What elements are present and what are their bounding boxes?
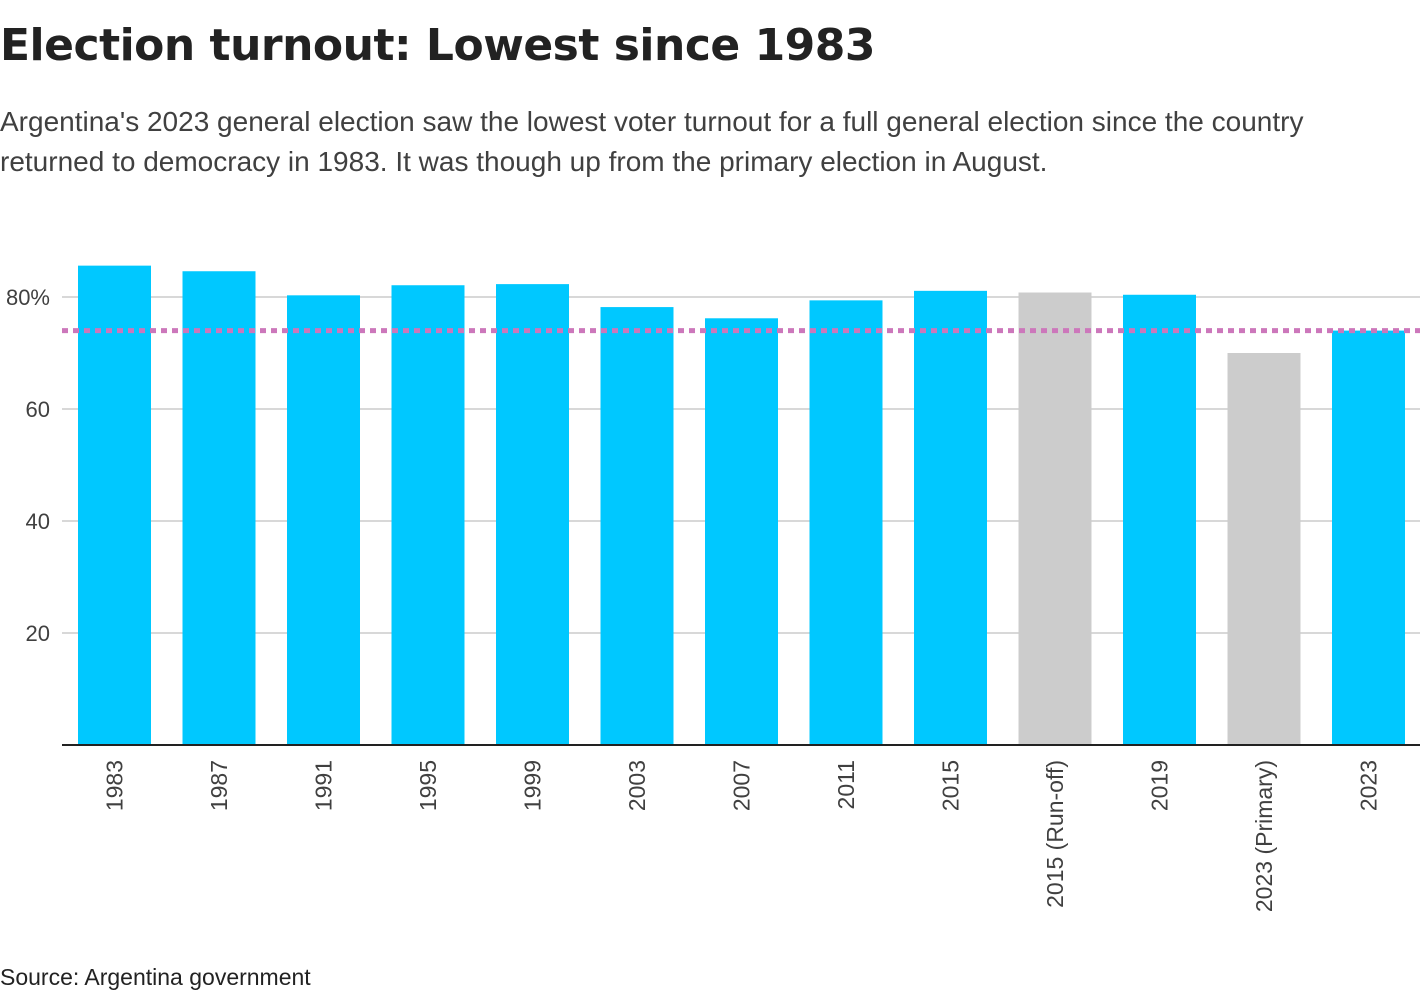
bar [600,307,674,745]
bar [1227,353,1301,745]
bars [78,265,1405,745]
x-tick-label: 2003 [624,760,650,811]
x-tick-label: 1991 [311,760,337,811]
bar [496,284,569,745]
y-tick-label: 60 [26,397,50,422]
bar [287,295,360,745]
x-tick-label: 1999 [520,760,546,811]
chart-subtitle: Argentina's 2023 general election saw th… [0,106,1304,177]
y-tick-label: 40 [26,509,50,534]
x-tick-label: 2023 [1356,760,1382,811]
x-tick-label: 2023 (Primary) [1251,760,1277,912]
chart-title: Election turnout: Lowest since 1983 [0,20,876,71]
bar [78,265,151,745]
x-tick-label: 2015 [938,760,964,811]
x-tick-label: 1987 [206,760,232,811]
bar [914,290,987,745]
x-tick-label: 1995 [415,760,441,811]
y-tick-label: 80% [6,285,50,310]
y-tick-label: 20 [26,621,50,646]
x-tick-label: 2011 [833,760,859,809]
bar [705,318,778,745]
x-tick-label: 2007 [729,760,755,811]
category-labels: 1983 1987 1991 1995 1999 2003 2007 2011 2015 2015… [102,760,1382,912]
bar-chart: 20 40 60 80% 1983 1987 1991 1995 1999 2003 2007 20… [6,265,1420,912]
bar [1123,294,1196,745]
bar [182,271,256,745]
source-note: Source: Argentina government [0,964,311,990]
x-tick-label: 2015 (Run-off) [1042,760,1068,908]
bar [1018,292,1092,745]
x-tick-label: 1983 [102,760,128,811]
bar [1332,330,1405,745]
x-tick-label: 2019 [1147,760,1173,811]
bar [809,300,883,745]
bar [391,285,465,745]
